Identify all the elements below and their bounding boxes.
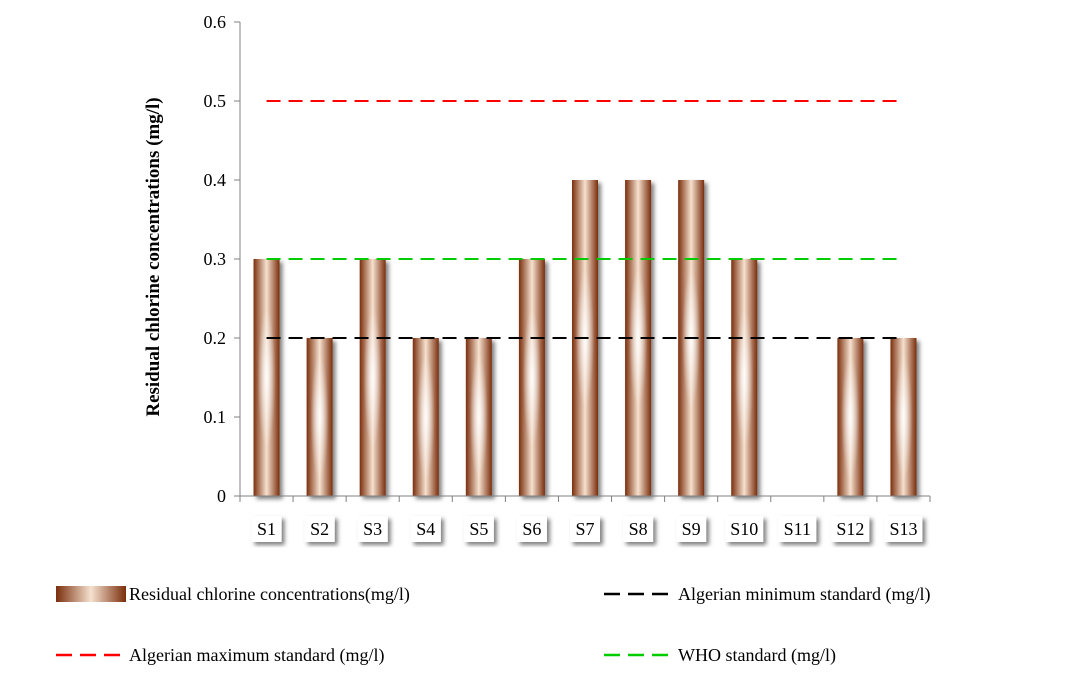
bar-s12	[837, 338, 864, 496]
x-tick-label: S11	[784, 519, 811, 539]
x-tick-label: S3	[363, 519, 382, 539]
y-tick-label: 0.6	[204, 12, 227, 32]
x-tick-label: S2	[310, 519, 329, 539]
bar-s10	[731, 259, 758, 496]
legend: Residual chlorine concentrations(mg/l) A…	[56, 584, 930, 666]
bar-highlight	[469, 353, 488, 481]
x-tick-s9: S9	[676, 516, 707, 542]
x-tick-label: S5	[469, 519, 488, 539]
legend-swatch-bar	[56, 586, 126, 602]
x-tick-box	[357, 516, 388, 542]
x-tick-label: S10	[730, 519, 758, 539]
legend-label-who: WHO standard (mg/l)	[678, 645, 836, 666]
y-axis-label: Residual chlorine concentrations (mg/l)	[143, 97, 164, 416]
bar-s2	[306, 338, 333, 496]
x-tick-s2: S2	[304, 516, 335, 542]
x-tick-box	[778, 516, 817, 542]
legend-label-algerian-max: Algerian maximum standard (mg/l)	[129, 645, 384, 666]
y-tick-label: 0.4	[204, 170, 227, 190]
bar-s4	[412, 338, 439, 496]
x-tick-box	[410, 516, 441, 542]
x-tick-box	[251, 516, 282, 542]
x-tick-label: S9	[682, 519, 701, 539]
bar-s3	[359, 259, 386, 496]
bar-highlight	[894, 353, 913, 481]
legend-label-algerian-min: Algerian minimum standard (mg/l)	[678, 584, 930, 605]
x-tick-s10: S10	[725, 516, 764, 542]
bar-highlight	[310, 353, 329, 481]
x-tick-box	[304, 516, 335, 542]
bar-highlight	[628, 268, 648, 408]
x-tick-s12: S12	[831, 516, 870, 542]
x-tick-box	[676, 516, 707, 542]
x-tick-label: S12	[836, 519, 864, 539]
x-tick-s6: S6	[516, 516, 547, 542]
y-tick-label: 0.3	[204, 249, 227, 269]
bar-s6	[518, 259, 545, 496]
x-tick-box	[516, 516, 547, 542]
bar-highlight	[735, 307, 754, 448]
x-tick-box	[570, 516, 600, 542]
x-tick-box	[623, 516, 654, 542]
x-axis: S1 S2 S3 S4 S5 S6 S7 S8 S9 S10 S11 S12 S13	[239, 495, 931, 542]
x-tick-s13: S13	[884, 516, 923, 542]
x-tick-box	[463, 516, 494, 542]
x-tick-s7: S7	[570, 516, 600, 542]
x-tick-s3: S3	[357, 516, 388, 542]
bar-s1	[253, 259, 280, 496]
y-tick-label: 0.1	[204, 407, 227, 427]
legend-item-algerian-min: Algerian minimum standard (mg/l)	[604, 584, 930, 605]
legend-item-algerian-max: Algerian maximum standard (mg/l)	[56, 645, 384, 666]
x-tick-label: S13	[889, 519, 917, 539]
legend-item-series: Residual chlorine concentrations(mg/l)	[56, 584, 410, 605]
bar-highlight	[363, 307, 382, 448]
x-tick-label: S8	[629, 519, 648, 539]
x-tick-box	[831, 516, 870, 542]
x-tick-label: S4	[416, 519, 435, 539]
bar-highlight	[522, 307, 542, 448]
reference-lines	[266, 100, 904, 339]
x-tick-s4: S4	[410, 516, 441, 542]
bar-highlight	[841, 353, 860, 481]
x-tick-label: S6	[522, 519, 541, 539]
legend-label-series: Residual chlorine concentrations(mg/l)	[129, 584, 410, 605]
x-tick-s11: S11	[778, 516, 817, 542]
y-axis: 0 0.1 0.2 0.3 0.4 0.5 0.6	[204, 12, 241, 506]
x-tick-s1: S1	[251, 516, 282, 542]
y-tick-label: 0.5	[204, 91, 227, 111]
x-tick-label: S7	[575, 519, 594, 539]
x-tick-box	[725, 516, 764, 542]
bar-s5	[465, 338, 492, 496]
x-tick-s5: S5	[463, 516, 494, 542]
bar-s13	[890, 338, 917, 496]
x-tick-label: S1	[257, 519, 276, 539]
y-tick-label: 0.2	[204, 328, 227, 348]
bar-highlight	[416, 353, 435, 481]
bar-highlight	[257, 307, 276, 448]
x-tick-box	[884, 516, 923, 542]
x-tick-s8: S8	[623, 516, 654, 542]
y-tick-label: 0	[217, 486, 226, 506]
legend-item-who: WHO standard (mg/l)	[604, 645, 836, 666]
